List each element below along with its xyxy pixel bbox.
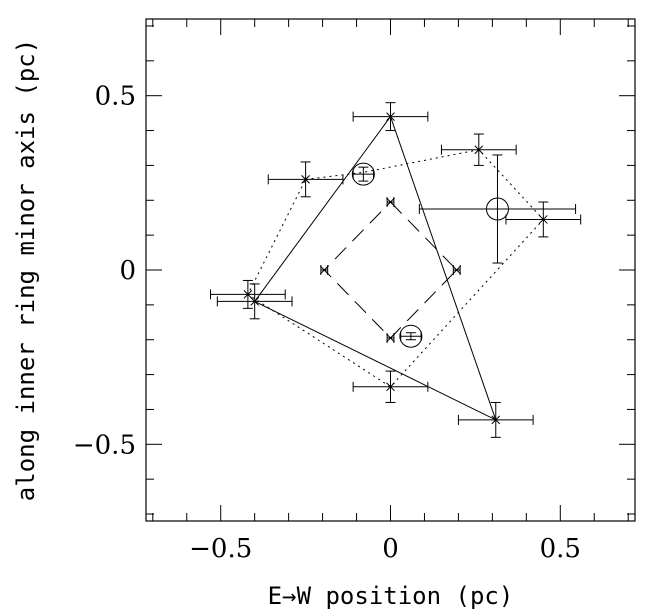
- data-point: [319, 265, 329, 275]
- series-line-dotted: [247, 149, 544, 388]
- x-tick-label: 0.5: [540, 534, 581, 564]
- cross-marker: [301, 175, 310, 184]
- y-tick-label: 0.5: [95, 82, 136, 112]
- cross-marker: [491, 415, 501, 425]
- circle-marker: [399, 324, 423, 348]
- circle-marker: [485, 197, 509, 221]
- data-point: [386, 197, 395, 208]
- cross-marker: [386, 197, 395, 207]
- cross-marker: [319, 265, 329, 275]
- data-point: [452, 265, 462, 275]
- cross-marker: [386, 112, 395, 121]
- data-point: [351, 162, 375, 186]
- cross-marker: [452, 265, 462, 275]
- cross-marker: [474, 145, 484, 155]
- plot-border: [145, 18, 636, 522]
- data-point: [440, 133, 517, 166]
- cross-marker: [386, 333, 395, 343]
- data-point: [457, 401, 534, 438]
- cross-marker: [538, 215, 548, 224]
- x-axis-title: E→W position (pc): [268, 582, 514, 610]
- data-marks: [210, 102, 582, 438]
- data-point: [216, 283, 293, 320]
- cross-marker: [386, 382, 395, 392]
- data-point: [352, 370, 429, 403]
- x-tick-label: −0.5: [189, 534, 252, 564]
- series-lines: [247, 115, 544, 421]
- series-line-solid: [254, 115, 497, 421]
- data-point: [267, 161, 344, 198]
- axis-ticks: [146, 19, 635, 521]
- data-point: [418, 154, 577, 264]
- data-point: [352, 102, 429, 132]
- plot-frame: [145, 18, 636, 522]
- y-tick-label: 0: [119, 256, 136, 286]
- data-point: [399, 324, 423, 348]
- cross-marker: [250, 297, 260, 306]
- x-tick-label: 0: [382, 534, 399, 564]
- data-point: [505, 201, 582, 238]
- data-point: [210, 279, 286, 309]
- y-axis-title: along inner ring minor axis (pc): [12, 39, 40, 501]
- data-point: [386, 332, 395, 343]
- tick-labels: −0.5 0 0.5 −0.5 0 0.5: [73, 82, 581, 564]
- y-tick-label: −0.5: [73, 430, 136, 460]
- series-line-dashed: [323, 201, 458, 339]
- circle-marker: [351, 162, 375, 186]
- cross-marker: [243, 290, 253, 299]
